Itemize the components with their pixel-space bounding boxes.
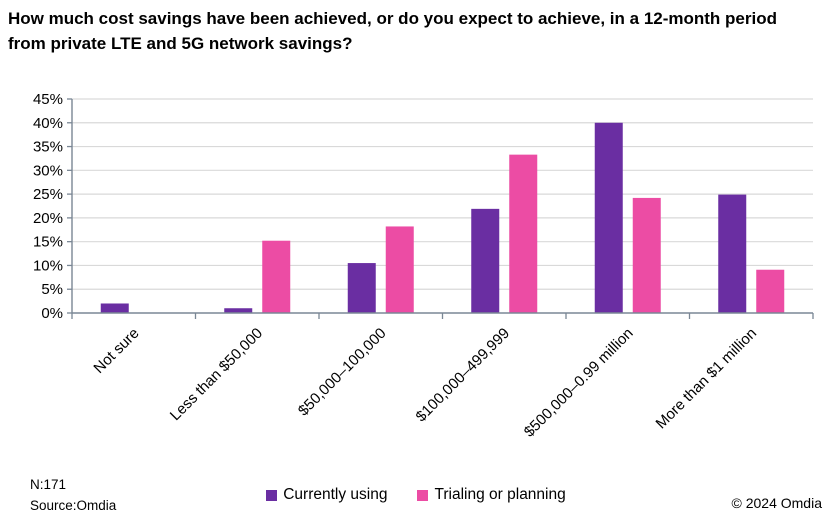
y-axis-label: 40%	[33, 115, 63, 132]
x-axis-label: $100,000–499,999	[413, 325, 514, 426]
x-axis-label: Not sure	[90, 325, 142, 377]
legend-label-currently-using: Currently using	[283, 486, 388, 503]
y-axis-label: 20%	[33, 210, 63, 227]
bar-currently-using-0	[100, 303, 129, 313]
y-axis-label: 0%	[41, 305, 63, 322]
source-label: Source:Omdia	[30, 498, 117, 513]
legend: Currently using Trialing or planning	[0, 486, 832, 504]
bar-trialing-or-planning-3	[509, 154, 538, 313]
sample-source-block: N:171 Source:Omdia	[30, 474, 116, 516]
x-axis-label: Less than $50,000	[167, 325, 266, 424]
copyright: © 2024 Omdia	[731, 495, 822, 511]
bar-trialing-or-planning-1	[262, 240, 291, 313]
y-axis-label: 10%	[33, 257, 63, 274]
chart-title: How much cost savings have been achieved…	[8, 9, 777, 53]
bar-trialing-or-planning-5	[756, 269, 785, 313]
bar-currently-using-4	[594, 122, 623, 314]
bar-currently-using-5	[718, 194, 747, 313]
x-axis-label: More than $1 million	[653, 325, 761, 433]
bar-currently-using-3	[471, 208, 500, 313]
y-axis-label: 45%	[33, 91, 63, 108]
x-axis-label: $500,000–0.99 million	[521, 325, 637, 441]
bar-trialing-or-planning-4	[632, 197, 661, 313]
legend-item-trialing-or-planning: Trialing or planning	[417, 486, 566, 504]
bar-chart: 0% 5% 10% 15% 20% 25% 30% 35% 40% 45% Not sure Less…	[33, 91, 814, 441]
y-axis-label: 5%	[41, 281, 63, 298]
bar-currently-using-2	[347, 263, 376, 313]
legend-swatch-currently-using	[266, 489, 278, 501]
bar-currently-using-1	[224, 308, 253, 313]
legend-swatch-trialing-or-planning	[417, 489, 429, 501]
y-axis-label: 35%	[33, 139, 63, 156]
y-axis-label: 15%	[33, 234, 63, 251]
x-axis-label: $50,000–100,000	[295, 325, 390, 420]
sample-size-label: N:171	[30, 477, 67, 492]
legend-item-currently-using: Currently using	[266, 486, 387, 504]
bar-trialing-or-planning-2	[385, 226, 414, 313]
y-axis-label: 30%	[33, 162, 63, 179]
legend-label-trialing-or-planning: Trialing or planning	[434, 486, 566, 503]
y-axis-label: 25%	[33, 186, 63, 203]
